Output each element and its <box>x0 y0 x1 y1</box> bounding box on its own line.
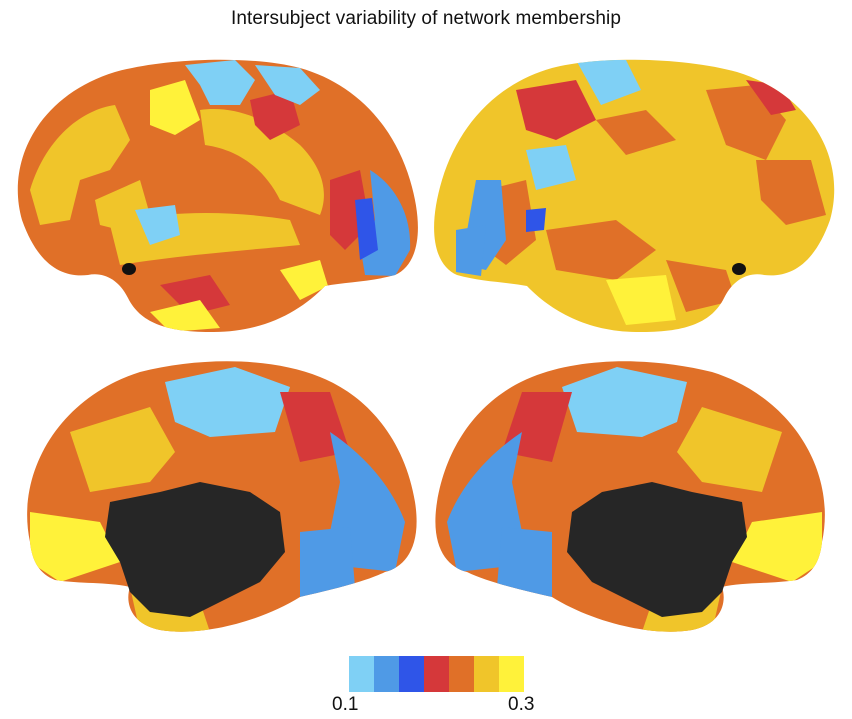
temporal-pole-marker <box>732 263 746 275</box>
medial-wall-mask <box>105 482 285 617</box>
colorbar-swatch-6 <box>474 656 499 692</box>
colorbar-min-label: 0.1 <box>332 694 359 715</box>
colorbar-swatch-7 <box>499 656 524 692</box>
right-hemisphere-medial-view <box>435 361 825 632</box>
cortex-surface <box>17 59 418 333</box>
left-hemisphere-lateral-view <box>17 59 418 333</box>
colorbar-swatch-2 <box>374 656 399 692</box>
cortex-surface <box>434 59 835 333</box>
colorbar-max-label: 0.3 <box>508 694 535 715</box>
left-hemisphere-medial-view <box>27 361 417 632</box>
colorbar-swatch-1 <box>349 656 374 692</box>
colorbar-swatch-4 <box>424 656 449 692</box>
medial-wall-mask <box>567 482 747 617</box>
colorbar-swatch-3 <box>399 656 424 692</box>
right-hemisphere-lateral-view <box>434 59 835 333</box>
figure-title: Intersubject variability of network memb… <box>230 8 622 29</box>
temporal-pole-marker <box>122 263 136 275</box>
colorbar <box>349 656 524 692</box>
colorbar-swatch-5 <box>449 656 474 692</box>
